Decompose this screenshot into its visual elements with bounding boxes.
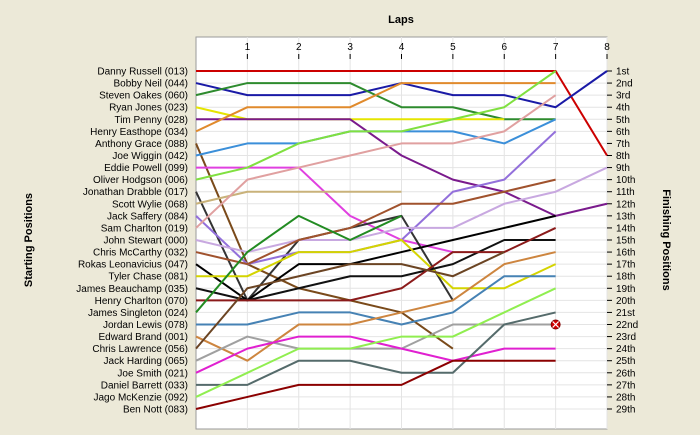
finishing-label: 20th: [616, 296, 635, 307]
finishing-label: 26th: [616, 368, 635, 379]
finishing-label: 14th: [616, 223, 635, 234]
series-line: [195, 251, 505, 350]
x-tick-label: 3: [347, 42, 353, 53]
series-line: [196, 227, 557, 302]
finishing-label: 6th: [616, 127, 630, 138]
series-line: [196, 70, 608, 157]
x-tick-label: 2: [296, 42, 302, 53]
finishing-label: 12th: [616, 199, 635, 210]
x-tick-label: 6: [501, 42, 507, 53]
driver-label: Bobby Neil (044): [114, 79, 188, 90]
finishing-label: 15th: [616, 236, 635, 247]
finishing-label: 18th: [616, 272, 635, 283]
series-line: [196, 118, 608, 217]
finishing-label: 5th: [616, 115, 630, 126]
driver-label: Steven Oakes (060): [99, 91, 188, 102]
driver-label: Joe Wiggin (042): [112, 151, 188, 162]
x-tick-label: 4: [399, 42, 405, 53]
series-line: [195, 323, 556, 362]
driver-label: Jack Harding (065): [104, 356, 188, 367]
driver-label: Henry Charlton (070): [95, 296, 188, 307]
finishing-label: 10th: [616, 175, 635, 186]
finishing-label: 27th: [616, 380, 635, 391]
y-axis-title: Starting Positions: [23, 193, 35, 287]
finishing-label: 7th: [616, 139, 630, 150]
finishing-label: 22nd: [616, 320, 638, 331]
series-line: [195, 287, 557, 398]
driver-label: Jack Saffery (084): [107, 211, 188, 222]
x-axis-title: Laps: [388, 14, 414, 26]
driver-label: Chris McCarthy (032): [93, 248, 188, 259]
driver-label: Tyler Chase (081): [109, 272, 188, 283]
x-tick-label: 1: [245, 42, 251, 53]
driver-label: Sam Charlton (019): [101, 223, 188, 234]
series-line: [195, 94, 557, 229]
series-line: [195, 214, 556, 302]
series-line: [195, 239, 556, 302]
driver-label: Joe Smith (021): [117, 368, 188, 379]
finishing-label: 16th: [616, 248, 635, 259]
driver-label: Edward Brand (001): [99, 332, 189, 343]
series-line: [195, 214, 402, 314]
x-tick-label: 7: [553, 42, 559, 53]
driver-label: Ben Nott (083): [123, 405, 188, 416]
driver-label: Tim Penny (028): [114, 115, 188, 126]
driver-label: Scott Wylie (068): [112, 199, 188, 210]
driver-label: Chris Lawrence (056): [92, 344, 188, 355]
finishing-label: 3rd: [616, 91, 630, 102]
series-line: [195, 178, 556, 266]
finishing-label: 13th: [616, 211, 635, 222]
series-line: [195, 166, 608, 254]
driver-label: Jonathan Drabble (017): [83, 187, 188, 198]
finishing-label: 17th: [616, 260, 635, 271]
series-line: [196, 239, 557, 290]
crash-marker-x: [552, 321, 560, 328]
driver-label: John Stewart (000): [104, 236, 189, 247]
finishing-label: 1st: [616, 67, 630, 78]
y2-axis-title: Finishing Positions: [660, 189, 672, 290]
driver-label: James Singleton (024): [88, 308, 188, 319]
series-line: [195, 359, 556, 410]
finishing-label: 11th: [616, 187, 635, 198]
finishing-label: 29th: [616, 405, 635, 416]
series-line: [195, 70, 557, 181]
finishing-label: 21st: [616, 308, 635, 319]
finishing-label: 25th: [616, 356, 635, 367]
driver-label: Henry Easthope (034): [90, 127, 188, 138]
driver-label: James Beauchamp (035): [76, 284, 188, 295]
x-tick-label: 8: [604, 42, 610, 53]
driver-label: Danny Russell (013): [97, 67, 188, 78]
finishing-label: 23rd: [616, 332, 636, 343]
driver-label: Ryan Jones (023): [109, 103, 188, 114]
driver-label: Oliver Hodgson (006): [93, 175, 188, 186]
driver-label: Rokas Leonavicius (047): [78, 260, 188, 271]
finishing-label: 24th: [616, 344, 635, 355]
series-line: [196, 311, 556, 386]
series-line: [195, 251, 556, 362]
finishing-label: 9th: [616, 163, 630, 174]
series-line: [195, 143, 454, 350]
x-tick-label: 5: [450, 42, 456, 53]
finishing-label: 19th: [616, 284, 635, 295]
finishing-label: 28th: [616, 392, 635, 403]
driver-label: Jordan Lewis (078): [103, 320, 188, 331]
driver-label: Eddie Powell (099): [104, 163, 188, 174]
series-line: [195, 82, 556, 133]
finishing-label: 4th: [616, 103, 630, 114]
driver-label: Anthony Grace (088): [95, 139, 188, 150]
finishing-label: 8th: [616, 151, 630, 162]
driver-label: Jago McKenzie (092): [94, 392, 189, 403]
driver-label: Daniel Barrett (033): [101, 380, 188, 391]
finishing-label: 2nd: [616, 79, 633, 90]
